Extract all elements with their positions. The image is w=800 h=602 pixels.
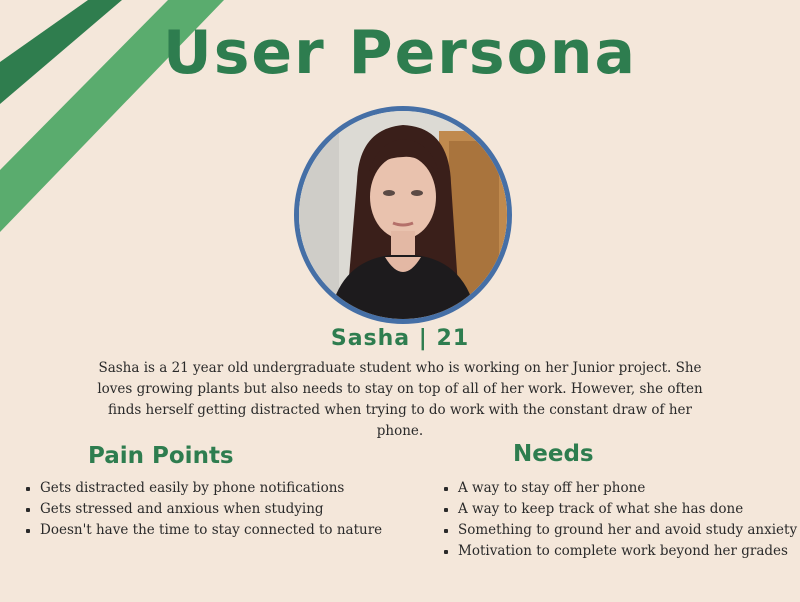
- needs-list: A way to stay off her phone A way to kee…: [442, 478, 797, 562]
- pain-points-list: Gets distracted easily by phone notifica…: [24, 478, 382, 541]
- need-item: A way to stay off her phone: [442, 478, 797, 499]
- page-title: User Persona: [163, 18, 637, 88]
- persona-name-age: Sasha | 21: [330, 326, 470, 351]
- persona-bio: Sasha is a 21 year old undergraduate stu…: [97, 360, 703, 439]
- persona-photo: [294, 106, 512, 324]
- pain-point-item: Doesn't have the time to stay connected …: [24, 520, 382, 541]
- pain-point-item: Gets stressed and anxious when studying: [24, 499, 382, 520]
- decorative-stripes: [0, 0, 224, 232]
- need-item: A way to keep track of what she has done: [442, 499, 797, 520]
- pain-points-heading: Pain Points: [88, 443, 234, 469]
- pain-point-item: Gets distracted easily by phone notifica…: [24, 478, 382, 499]
- needs-heading: Needs: [513, 441, 594, 467]
- need-item: Something to ground her and avoid study …: [442, 520, 797, 541]
- need-item: Motivation to complete work beyond her g…: [442, 541, 797, 562]
